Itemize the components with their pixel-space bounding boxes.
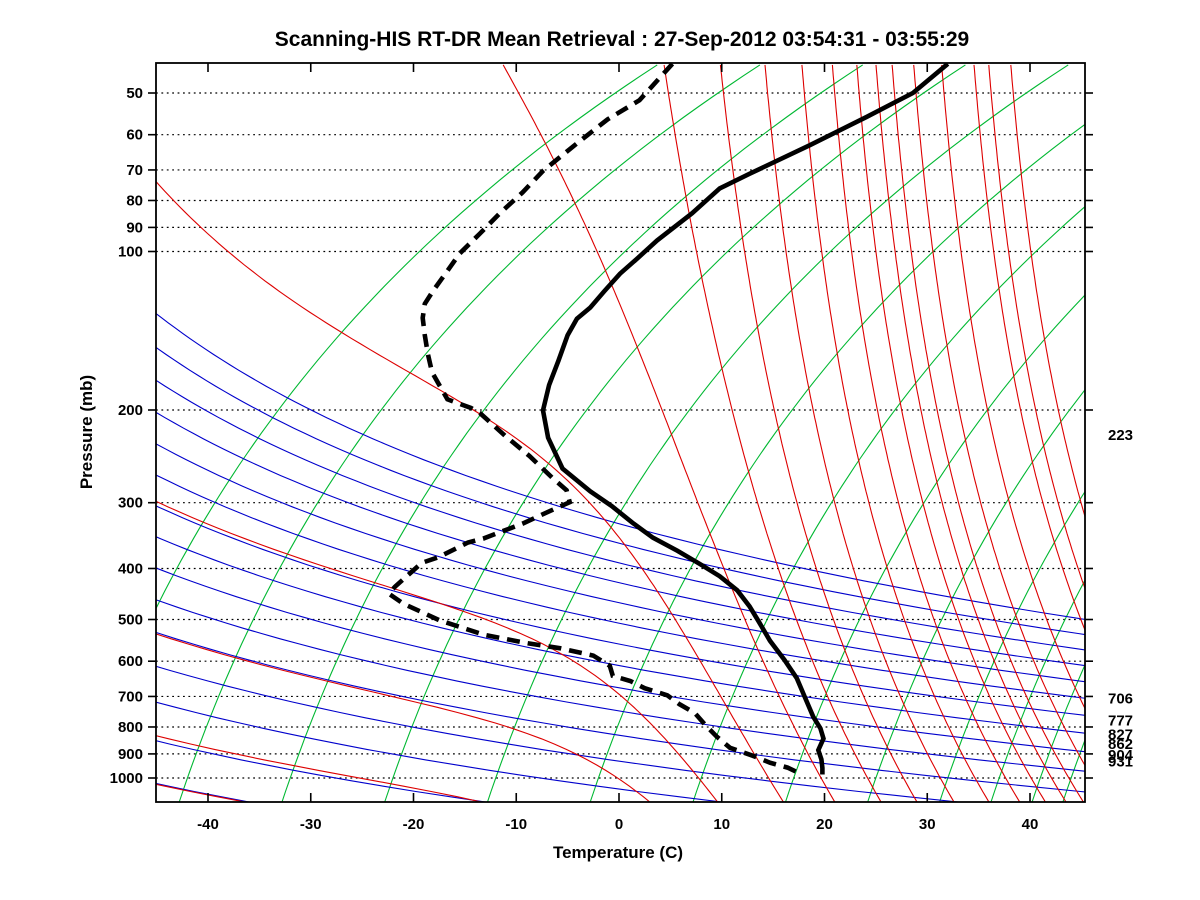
blue-adiabat (156, 567, 1085, 753)
blue-adiabat (156, 379, 1085, 651)
level-annotation: 777 (1108, 712, 1133, 729)
red-moist-adiabat (875, 64, 1067, 802)
dewpoint-profile-curve (385, 63, 802, 777)
red-moist-adiabat (1010, 64, 1085, 519)
x-tick-label: 0 (615, 816, 623, 833)
red-moist-adiabat (891, 64, 1084, 802)
level-annotation: 827 (1108, 727, 1133, 744)
isobar-gridlines (156, 92, 1085, 779)
blue-adiabat (156, 665, 959, 802)
red-moist-adiabat (764, 64, 955, 802)
blue-adiabat (156, 536, 1085, 734)
red-moist-adiabat (156, 735, 482, 802)
x-tick-label: 30 (919, 816, 936, 833)
level-annotation: 706 (1108, 690, 1133, 707)
level-annotation: 862 (1108, 736, 1133, 753)
axis-ticks (148, 63, 1093, 802)
plot-border (155, 62, 1086, 803)
red-moist-adiabat (941, 64, 1085, 710)
x-tick-label: -30 (300, 816, 322, 833)
axis-tick-labels: -40 -30 -20 -10 0 10 20 30 40 50 60 70 80 90 100 200 300… (110, 85, 1039, 833)
y-tick-label: 60 (126, 127, 143, 144)
x-tick-label: -20 (403, 816, 425, 833)
x-tick-label: -10 (505, 816, 527, 833)
green-line (178, 64, 761, 802)
red-moist-adiabat (831, 64, 1021, 802)
red-moist-adiabat (913, 64, 1085, 767)
dry-adiabat-family (0, 65, 1085, 802)
blue-adiabat (156, 505, 1085, 716)
y-tick-label: 70 (126, 162, 143, 179)
y-tick-label: 100 (118, 244, 143, 261)
red-moist-adiabat (988, 64, 1085, 591)
y-tick-label: 600 (118, 653, 143, 670)
y-tick-label: 500 (118, 612, 143, 629)
x-tick-label: 20 (816, 816, 833, 833)
green-line (384, 64, 966, 802)
y-tick-label: 50 (126, 85, 143, 102)
y-tick-label: 1000 (110, 770, 143, 787)
blue-adiabat (156, 740, 486, 802)
green-line (939, 490, 1085, 802)
green-line (281, 64, 864, 802)
blue-adiabat (156, 411, 1085, 667)
red-moist-adiabat (156, 180, 784, 802)
green-line-family (156, 64, 1085, 802)
green-line (990, 578, 1085, 802)
green-line (486, 64, 1069, 802)
y-axis-label: Pressure (mb) (77, 375, 96, 489)
red-moist-adiabat (663, 64, 882, 802)
blue-adiabat (156, 443, 1085, 683)
blue-adiabat (156, 346, 1085, 636)
level-annotation: 931 (1108, 754, 1133, 771)
y-tick-label: 300 (118, 495, 143, 512)
green-line (692, 205, 1085, 802)
green-line (1031, 663, 1085, 802)
y-tick-label: 80 (126, 192, 143, 209)
level-annotation: 223 (1108, 427, 1133, 444)
red-moist-adiabat (502, 64, 836, 802)
blue-adiabat (156, 631, 1085, 793)
green-line (156, 64, 658, 610)
y-tick-label: 90 (126, 219, 143, 236)
sounding-profiles (385, 63, 950, 777)
blue-adiabat (156, 599, 1085, 772)
level-annotation: 904 (1108, 747, 1134, 764)
red-moist-adiabat (0, 65, 9, 802)
x-tick-label: 40 (1022, 816, 1039, 833)
red-moist-adiabat (801, 64, 990, 802)
green-line (867, 388, 1085, 802)
moist-adiabat-family (0, 64, 1085, 802)
y-tick-label: 700 (118, 688, 143, 705)
y-tick-label: 900 (118, 746, 143, 763)
y-tick-label: 800 (118, 719, 143, 736)
x-tick-label: -40 (197, 816, 219, 833)
green-line (589, 123, 1085, 802)
red-moist-adiabat (856, 64, 1046, 802)
red-moist-adiabat (156, 500, 719, 802)
blue-adiabat (0, 65, 13, 802)
green-line (784, 294, 1085, 802)
red-moist-adiabat (156, 633, 651, 802)
blue-adiabat (156, 474, 1085, 699)
chart-title: Scanning-HIS RT-DR Mean Retrieval : 27-S… (275, 28, 969, 51)
red-moist-adiabat (719, 64, 918, 802)
blue-adiabat (156, 312, 1085, 620)
x-tick-label: 10 (713, 816, 730, 833)
temperature-profile-curve (540, 63, 950, 775)
red-moist-adiabat (973, 64, 1085, 632)
y-tick-label: 400 (118, 560, 143, 577)
x-axis-label: Temperature (C) (553, 843, 683, 862)
y-tick-label: 200 (118, 402, 143, 419)
